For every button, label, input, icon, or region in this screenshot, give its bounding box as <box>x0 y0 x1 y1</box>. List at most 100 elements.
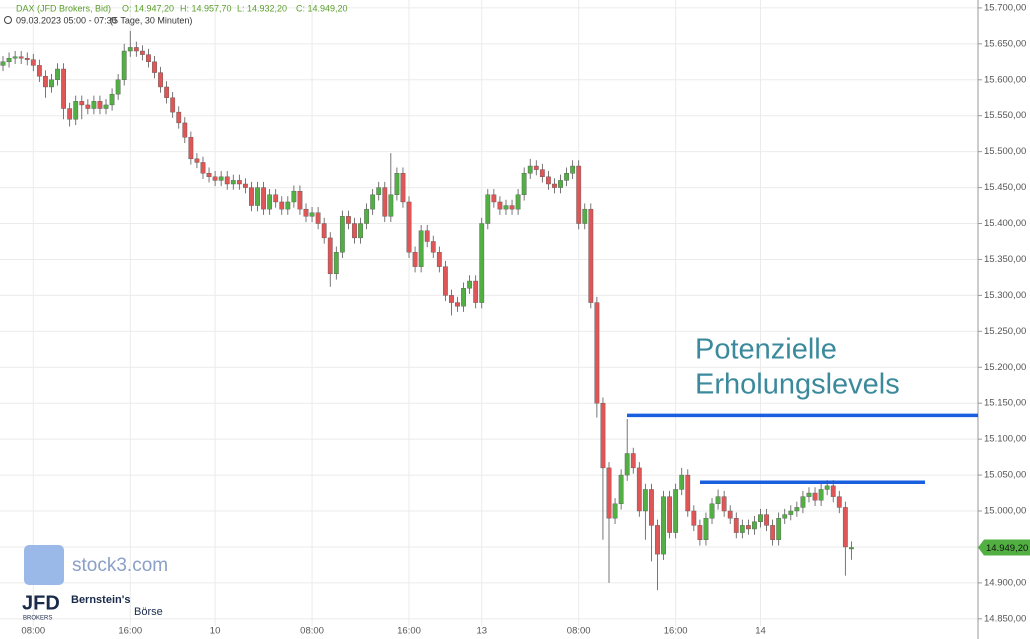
logo-stock3: stock3.com <box>24 545 168 585</box>
candle-body <box>418 230 424 267</box>
x-tick-label: 08:00 <box>21 626 45 637</box>
candle-body <box>667 496 673 533</box>
candle-body <box>0 61 6 66</box>
candle-body <box>776 517 782 540</box>
y-tick-label: 15.650,00 <box>984 38 1026 49</box>
subtitle: 09.03.2023 05:00 - 07:30 <box>16 15 117 25</box>
candle-body <box>97 101 103 109</box>
candle-body <box>546 176 551 185</box>
y-tick-label: 15.550,00 <box>984 110 1026 121</box>
ohlc-close: C: 14.949,20 <box>296 3 348 13</box>
candle-body <box>624 453 630 476</box>
x-tick-label: 08:00 <box>567 626 591 637</box>
x-tick-label: 10 <box>210 626 221 637</box>
candle-body <box>321 223 327 239</box>
candle-body <box>436 252 442 267</box>
candle-body <box>649 489 654 526</box>
candle-body <box>176 111 182 124</box>
candle-body <box>733 517 739 533</box>
candle-body <box>600 402 606 469</box>
x-tick-label: 13 <box>476 626 487 637</box>
candle-body <box>800 496 806 508</box>
candle-body <box>297 190 303 210</box>
candle-body <box>709 503 715 519</box>
candle-body <box>279 201 285 210</box>
candle-body <box>158 72 163 88</box>
candle-body <box>618 474 624 505</box>
candle-body <box>43 75 48 88</box>
candle-body <box>842 507 848 548</box>
candle-body <box>261 187 266 210</box>
candle-body <box>739 525 745 533</box>
y-tick-label: 15.300,00 <box>984 290 1026 301</box>
y-tick-label: 15.000,00 <box>984 506 1026 517</box>
y-tick-label: 15.050,00 <box>984 470 1026 481</box>
candle-body <box>218 176 224 181</box>
candle-body <box>412 252 418 267</box>
candle-body <box>515 194 521 210</box>
candle-body <box>315 212 321 224</box>
logo-jfd: JFD <box>22 592 60 614</box>
candle-body <box>388 194 394 217</box>
candle-body <box>200 162 206 174</box>
candle-body <box>236 180 242 185</box>
annotation: Potenzielle <box>695 334 837 366</box>
x-tick-label: 08:00 <box>300 626 324 637</box>
candle-body <box>267 194 273 210</box>
candle-body <box>255 187 260 206</box>
candle-body <box>146 54 151 63</box>
candle-body <box>85 104 91 109</box>
candle-body <box>346 216 351 224</box>
candle-body <box>479 223 485 303</box>
last-price-label: 14.949,20 <box>986 543 1028 554</box>
candle-body <box>830 485 836 497</box>
candle-body <box>382 187 388 217</box>
candle-body <box>503 205 509 210</box>
candle-body <box>752 521 757 530</box>
y-tick-label: 15.500,00 <box>984 146 1026 157</box>
logo-jfd-sub: BROKERS <box>23 616 52 622</box>
candle-body <box>333 252 339 275</box>
candle-body <box>788 510 794 515</box>
watermark: stock3.com <box>72 555 168 576</box>
candle-body <box>576 165 582 224</box>
candle-body <box>770 525 776 540</box>
candle-body <box>6 58 12 63</box>
candle-body <box>309 212 315 217</box>
candle-body <box>539 169 545 178</box>
annotation: Erholungslevels <box>695 369 900 401</box>
candle-body <box>588 208 594 303</box>
clock-icon <box>4 16 12 24</box>
candle-body <box>824 485 830 490</box>
candle-body <box>224 176 230 185</box>
y-tick-label: 15.350,00 <box>984 254 1026 265</box>
candle-body <box>61 68 67 109</box>
x-tick-label: 16:00 <box>664 626 688 637</box>
candle-body <box>552 183 557 188</box>
candle-body <box>721 496 727 512</box>
candle-body <box>55 68 60 80</box>
candle-body <box>376 187 382 195</box>
candle-body <box>467 280 473 289</box>
candle-body <box>582 208 588 224</box>
candle-body <box>18 56 24 59</box>
candle-body <box>606 467 612 519</box>
candle-body <box>152 61 157 73</box>
ohlc-open: O: 14.947,20 <box>122 3 174 13</box>
candle-body <box>782 514 788 519</box>
candle-body <box>558 180 563 188</box>
ohlc-high: H: 14.957,70 <box>180 3 232 13</box>
candle-body <box>521 173 527 195</box>
candle-body <box>697 525 703 540</box>
candle-body <box>509 205 515 210</box>
candle-body <box>127 47 133 52</box>
candle-body <box>394 173 400 195</box>
y-tick-label: 15.250,00 <box>984 326 1026 337</box>
candle-body <box>655 525 660 555</box>
candle-body <box>103 104 109 109</box>
y-tick-label: 15.200,00 <box>984 362 1026 373</box>
candle-body <box>49 79 54 88</box>
candle-body <box>449 295 454 303</box>
candle-body <box>491 194 497 203</box>
y-tick-label: 14.850,00 <box>984 613 1026 624</box>
